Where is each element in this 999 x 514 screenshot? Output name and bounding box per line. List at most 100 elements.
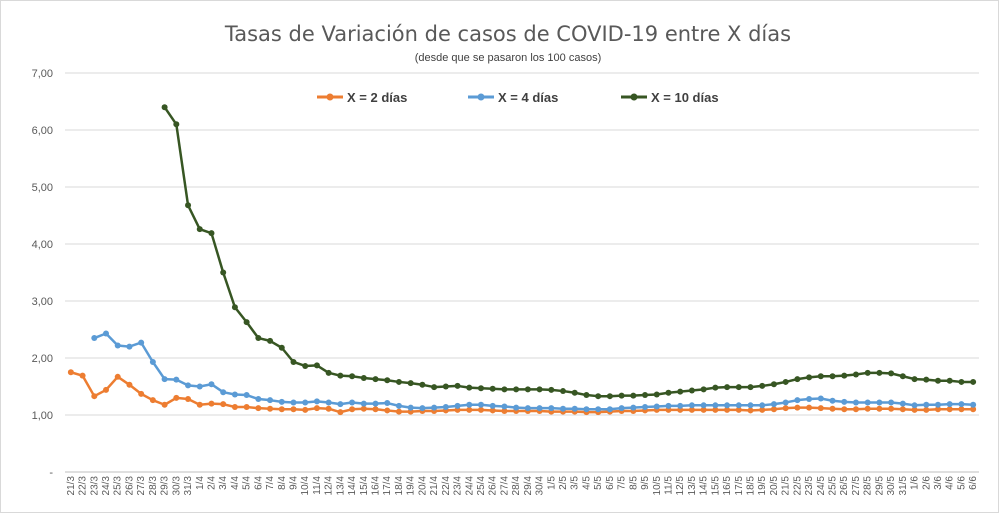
x-tick-label: 28/3 xyxy=(148,476,159,496)
x-tick-label: 25/5 xyxy=(828,476,839,496)
data-point xyxy=(267,337,274,344)
x-tick-label: 24/3 xyxy=(101,476,112,496)
x-tick-label: 8/5 xyxy=(628,476,639,490)
data-point xyxy=(735,384,742,391)
x-tick-label: 31/5 xyxy=(898,476,909,496)
x-tick-label: 19/5 xyxy=(757,476,768,496)
data-point xyxy=(595,406,602,413)
data-point xyxy=(934,377,941,384)
data-point xyxy=(899,400,906,407)
data-point xyxy=(911,402,918,409)
x-tick-label: 4/4 xyxy=(230,476,241,490)
x-tick-label: 18/5 xyxy=(746,476,757,496)
x-tick-label: 15/4 xyxy=(359,476,370,496)
data-point xyxy=(126,381,133,388)
legend: X = 2 días X = 4 días X = 10 días xyxy=(317,90,719,105)
data-point xyxy=(349,373,356,380)
x-tick-label: 8/4 xyxy=(277,476,288,490)
data-point xyxy=(243,319,250,326)
data-point xyxy=(349,399,356,406)
x-tick-label: 3/5 xyxy=(570,476,581,490)
data-point xyxy=(770,381,777,388)
data-point xyxy=(560,405,567,412)
y-tick-label: 5,00 xyxy=(32,182,53,194)
data-point xyxy=(466,384,473,391)
x-tick-label: 10/5 xyxy=(652,476,663,496)
x-tick-label: 22/3 xyxy=(78,476,89,496)
gridlines xyxy=(65,72,979,473)
x-tick-label: 14/4 xyxy=(347,476,358,496)
data-point xyxy=(477,406,484,413)
data-point xyxy=(806,374,813,381)
legend-swatch-marker xyxy=(630,93,638,101)
data-point xyxy=(126,343,133,350)
data-point xyxy=(489,385,496,392)
data-point xyxy=(665,402,672,409)
data-point xyxy=(735,402,742,409)
data-point xyxy=(817,405,824,412)
data-point xyxy=(794,404,801,411)
x-tick-label: 25/3 xyxy=(113,476,124,496)
chart-title: Tasas de Variación de casos de COVID-19 … xyxy=(224,22,791,46)
data-point xyxy=(513,386,520,393)
data-point xyxy=(852,371,859,378)
x-tick-label: 5/4 xyxy=(242,476,253,490)
x-tick-label: 28/4 xyxy=(511,476,522,496)
data-point xyxy=(852,406,859,413)
data-point xyxy=(583,392,590,399)
x-tick-label: 21/3 xyxy=(66,476,77,496)
series-line xyxy=(93,332,974,411)
x-tick-label: 13/4 xyxy=(335,476,346,496)
x-tick-label: 4/5 xyxy=(581,476,592,490)
x-tick-label: 13/5 xyxy=(687,476,698,496)
x-tick-label: 25/4 xyxy=(476,476,487,496)
data-point xyxy=(806,404,813,411)
data-point xyxy=(185,396,192,403)
data-point xyxy=(79,372,86,379)
data-point xyxy=(501,408,508,415)
data-point xyxy=(759,382,766,389)
data-point xyxy=(372,376,379,383)
data-point xyxy=(196,226,203,233)
data-point xyxy=(606,393,613,400)
data-point xyxy=(173,121,180,128)
x-tick-label: 16/5 xyxy=(722,476,733,496)
x-tick-label: 19/4 xyxy=(406,476,417,496)
data-point xyxy=(513,404,520,411)
x-tick-label: 10/4 xyxy=(300,476,311,496)
x-tick-label: 26/3 xyxy=(124,476,135,496)
series-line xyxy=(163,106,974,398)
data-point xyxy=(958,406,965,413)
legend-label: X = 4 días xyxy=(498,90,558,105)
data-point xyxy=(688,406,695,413)
data-point xyxy=(724,402,731,409)
x-tick-label: 14/5 xyxy=(699,476,710,496)
data-point xyxy=(196,383,203,390)
data-point xyxy=(220,389,227,396)
data-point xyxy=(817,395,824,402)
data-point xyxy=(290,358,297,365)
x-tick-label: 30/5 xyxy=(886,476,897,496)
data-point xyxy=(888,405,895,412)
data-point xyxy=(852,399,859,406)
data-point xyxy=(161,401,168,408)
data-point xyxy=(302,399,309,406)
x-tick-label: 24/4 xyxy=(464,476,475,496)
x-tick-label: 22/5 xyxy=(792,476,803,496)
data-point xyxy=(665,389,672,396)
data-point xyxy=(337,401,344,408)
data-point xyxy=(103,386,110,393)
data-point xyxy=(911,406,918,413)
x-tick-label: 6/4 xyxy=(253,476,264,490)
data-point xyxy=(67,369,74,376)
data-point xyxy=(688,387,695,394)
data-point xyxy=(384,377,391,384)
data-point xyxy=(161,376,168,383)
x-tick-label: 7/4 xyxy=(265,476,276,490)
x-tick-label: 23/4 xyxy=(453,476,464,496)
data-point xyxy=(934,401,941,408)
x-tick-label: 2/4 xyxy=(206,476,217,490)
data-point xyxy=(325,369,332,376)
